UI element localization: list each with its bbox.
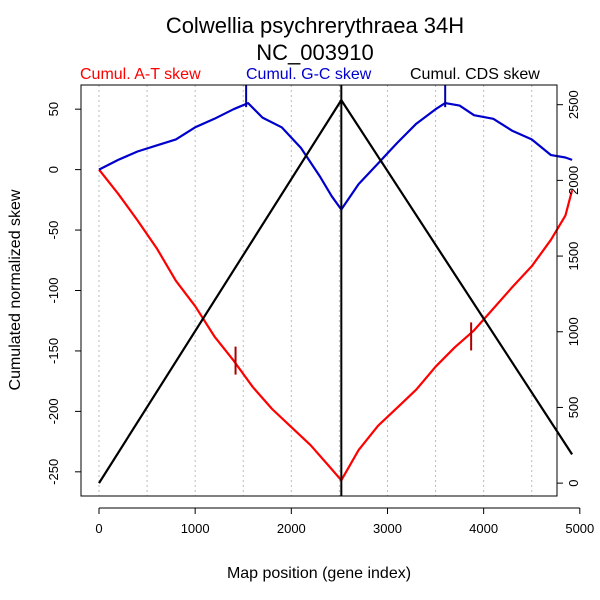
y-right-tick-label: 0 (566, 480, 581, 487)
y-left-tick-label: -200 (46, 398, 61, 424)
series-layer (98, 85, 574, 496)
y-left-tick-label: 50 (46, 102, 61, 116)
chart-subtitle: NC_003910 (256, 40, 373, 65)
grid-layer (98, 85, 533, 496)
chart-title: Colwellia psychrerythraea 34H (166, 13, 464, 38)
y-right-tick-label: 2000 (566, 166, 581, 195)
y-left-tick-label: -50 (46, 221, 61, 240)
x-tick-label: 4000 (469, 521, 498, 536)
y-axis-label: Cumulated normalized skew (7, 189, 24, 390)
x-tick-label: 5000 (565, 521, 594, 536)
x-tick-label: 3000 (373, 521, 402, 536)
x-tick-label: 1000 (181, 521, 210, 536)
plot-frame (80, 84, 558, 497)
x-axis-label: Map position (gene index) (227, 565, 411, 582)
y-left-tick-label: -250 (46, 459, 61, 485)
y-left-tick-label: -100 (46, 277, 61, 303)
axis-layer: 0 1000 2000 3000 4000 5000-250-200-150-100-50… (46, 90, 594, 536)
y-right-tick-label: 2500 (566, 90, 581, 119)
legend-cds-skew: Cumul. CDS skew (410, 66, 540, 83)
y-right-tick-label: 500 (566, 397, 581, 419)
y-right-tick-label: 1000 (566, 317, 581, 346)
y-right-tick-label: 1500 (566, 242, 581, 271)
legend-at-skew: Cumul. A-T skew (80, 66, 201, 83)
legend-gc-skew: Cumul. G-C skew (246, 66, 372, 83)
x-tick-label: 0 (95, 521, 102, 536)
y-left-tick-label: -150 (46, 338, 61, 364)
y-left-tick-label: 0 (46, 166, 61, 173)
x-tick-label: 2000 (277, 521, 306, 536)
